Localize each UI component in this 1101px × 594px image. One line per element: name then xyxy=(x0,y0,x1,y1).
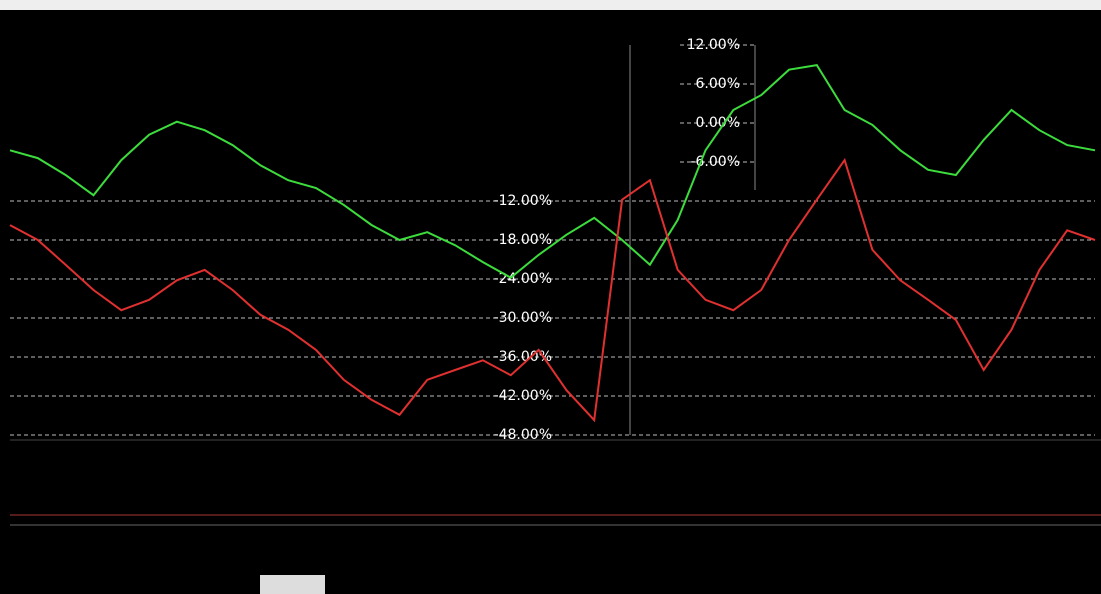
chart: 12.00%6.00%0.00%-6.00%-12.00%-18.00%-24.… xyxy=(0,0,1101,594)
top-strip xyxy=(0,0,1101,10)
y-tick-label: 0.00% xyxy=(696,115,740,131)
y-tick-label: -12.00% xyxy=(494,193,552,209)
y-tick-label: -48.00% xyxy=(494,427,552,443)
series-line xyxy=(10,65,1095,278)
y-tick-label: -42.00% xyxy=(494,388,552,404)
page: {"chart_data": {"type": "line", "categor… xyxy=(0,0,1101,594)
series-line xyxy=(10,160,1095,420)
y-tick-label: 6.00% xyxy=(696,76,740,92)
y-tick-label: -30.00% xyxy=(494,310,552,326)
y-tick-label: -18.00% xyxy=(494,232,552,248)
legend-box xyxy=(260,575,325,594)
y-tick-label: 12.00% xyxy=(687,37,740,53)
